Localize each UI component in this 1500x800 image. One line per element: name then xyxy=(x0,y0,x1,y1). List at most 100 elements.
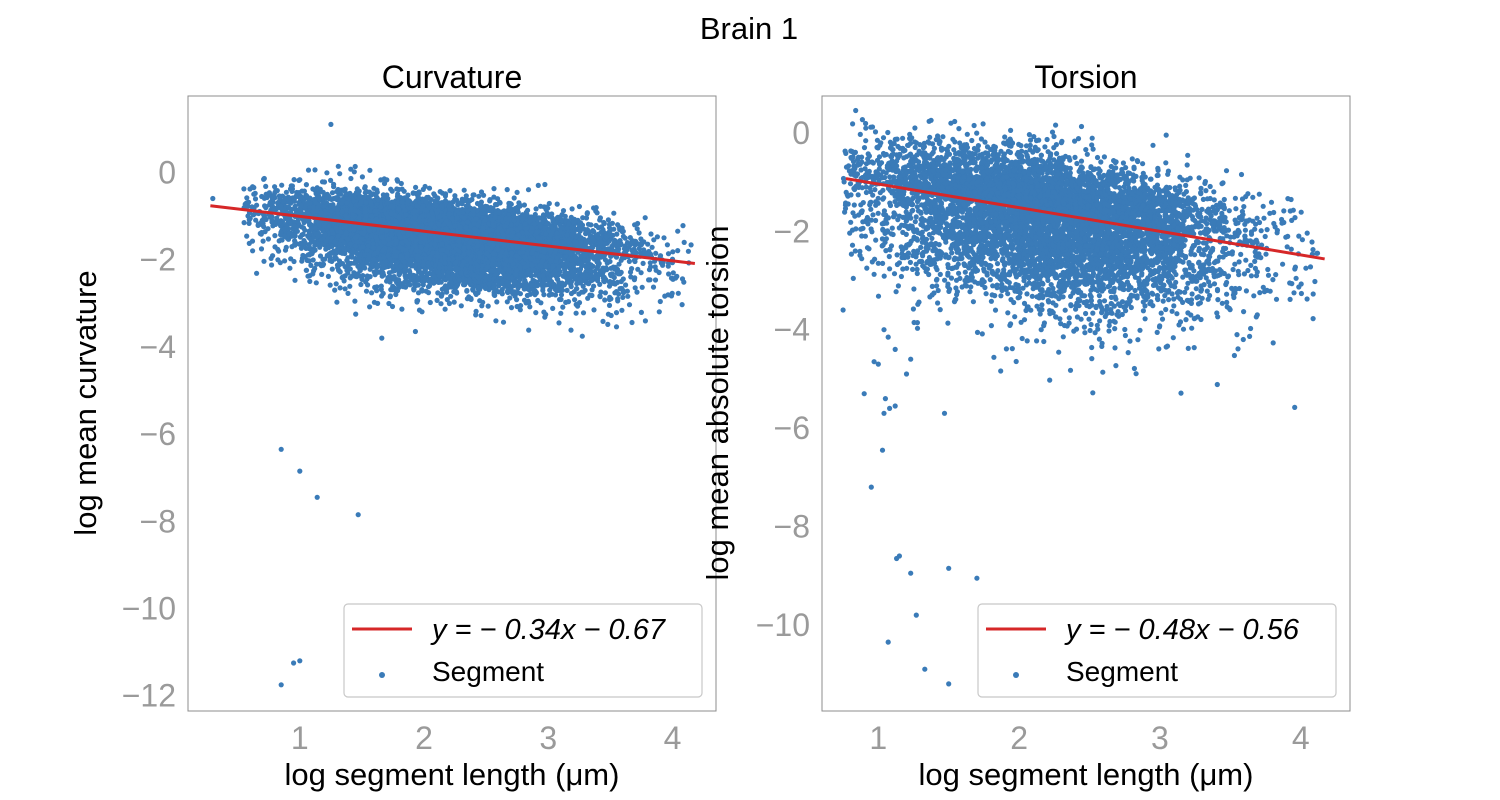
curvature-segment-point xyxy=(605,321,611,327)
curvature-segment-point xyxy=(324,170,330,176)
curvature-segment-point xyxy=(573,310,579,316)
curvature-segment-point xyxy=(541,292,547,298)
curvature-segment-point xyxy=(329,266,335,272)
curvature-segment-point xyxy=(626,302,633,308)
curvature-segment-point xyxy=(288,256,294,262)
curvature-segment-point xyxy=(258,246,265,252)
curvature-segment-point xyxy=(504,187,510,193)
curvature-segment-point xyxy=(333,281,339,287)
curvature-segment-point xyxy=(491,186,497,192)
curvature-segment-point xyxy=(680,223,686,229)
curvature-segment-point xyxy=(282,258,288,264)
curvature-segment-point xyxy=(521,202,528,208)
curvature-segment-point xyxy=(591,307,597,313)
curvature-segment-point xyxy=(569,206,575,212)
curvature-segment-point xyxy=(593,205,599,211)
curvature-segment-point xyxy=(656,269,662,276)
curvature-segment-point xyxy=(550,305,556,311)
curvature-segment-point xyxy=(662,293,668,299)
curvature-segment-point xyxy=(631,257,638,263)
curvature-segment-point xyxy=(367,167,373,173)
curvature-segment-point xyxy=(416,307,423,313)
curvature-segment-point xyxy=(337,285,343,291)
curvature-segment-point xyxy=(656,309,662,315)
curvature-segment-point xyxy=(254,270,260,276)
curvature-segment-point xyxy=(568,327,574,333)
curvature-segment-point xyxy=(374,187,380,193)
curvature-segment-point xyxy=(580,310,587,316)
curvature-segment-point xyxy=(399,306,405,312)
curvature-segment-point xyxy=(688,242,694,248)
curvature-segment-point xyxy=(558,292,565,298)
curvature-segment-point xyxy=(556,320,562,326)
curvature-segment-point xyxy=(622,235,628,241)
curvature-segment-point xyxy=(352,298,358,304)
curvature-segment-point xyxy=(310,257,316,263)
curvature-segment-point xyxy=(616,271,622,277)
curvature-segment-point xyxy=(378,283,384,289)
curvature-segment-point xyxy=(650,284,657,290)
curvature-segment-point xyxy=(547,287,553,293)
curvature-segment-point xyxy=(493,318,499,324)
curvature-segment-point xyxy=(425,284,432,290)
curvature-segment-point xyxy=(272,233,278,239)
curvature-segment-point xyxy=(305,273,311,279)
curvature-segment-point xyxy=(639,284,645,290)
curvature-segment-point xyxy=(332,287,338,293)
curvature-segment-point xyxy=(341,187,347,193)
curvature-segment-point xyxy=(619,307,625,313)
curvature-segment-point xyxy=(646,267,653,273)
curvature-segment-point xyxy=(279,182,285,188)
curvature-segment-point xyxy=(653,250,659,256)
curvature-segment-point xyxy=(478,312,484,319)
curvature-segment-point xyxy=(494,299,500,305)
curvature-segment-point xyxy=(634,226,640,232)
curvature-segment-point xyxy=(606,302,613,308)
curvature-segment-point xyxy=(319,271,325,277)
curvature-segment-point xyxy=(564,287,570,293)
curvature-segment-point xyxy=(639,240,645,246)
curvature-segment-point xyxy=(542,181,548,188)
curvature-segment-point xyxy=(303,267,310,273)
curvature-segment-point xyxy=(583,215,590,221)
curvature-segment-point xyxy=(500,319,507,325)
curvature-segment-point xyxy=(527,304,533,310)
curvature-segment-point xyxy=(479,303,485,309)
curvature-segment-point xyxy=(275,257,281,263)
curvature-segment-point xyxy=(579,333,585,339)
curvature-segment-point xyxy=(476,193,482,199)
curvature-segment-point xyxy=(313,280,319,286)
curvature-segment-point xyxy=(600,318,606,324)
curvature-segment-point xyxy=(625,293,631,299)
curvature-segment-point xyxy=(363,288,370,294)
curvature-segment-point xyxy=(535,297,541,304)
curvature-segment-point xyxy=(261,258,267,264)
curvature-segment-point xyxy=(675,248,681,254)
curvature-segment-point xyxy=(451,299,457,305)
curvature-segment-point xyxy=(681,239,687,245)
curvature-segment-point xyxy=(394,177,400,183)
curvature-segment-point xyxy=(321,179,328,185)
curvature-segment-point xyxy=(287,265,293,271)
curvature-segment-point xyxy=(572,297,578,303)
curvature-segment-point xyxy=(325,273,331,279)
curvature-segment-point xyxy=(613,324,620,330)
curvature-title: Curvature xyxy=(382,59,523,95)
curvature-segment-point xyxy=(250,248,256,254)
curvature-segment-point xyxy=(626,258,633,264)
curvature-segment-point xyxy=(514,189,520,195)
curvature-segment-point xyxy=(276,238,282,244)
curvature-segment-point xyxy=(352,163,358,170)
curvature-segment-point xyxy=(342,286,348,292)
curvature-segment-point xyxy=(244,233,250,239)
curvature-segment-point xyxy=(458,303,464,309)
curvature-segment-point xyxy=(597,281,603,287)
figure-title: Brain 1 xyxy=(700,11,798,46)
curvature-plot-area xyxy=(210,121,696,688)
curvature-segment-point xyxy=(558,296,564,303)
curvature-segment-point xyxy=(554,201,560,207)
curvature-segment-point xyxy=(477,298,483,304)
curvature-segment-point xyxy=(358,281,364,288)
